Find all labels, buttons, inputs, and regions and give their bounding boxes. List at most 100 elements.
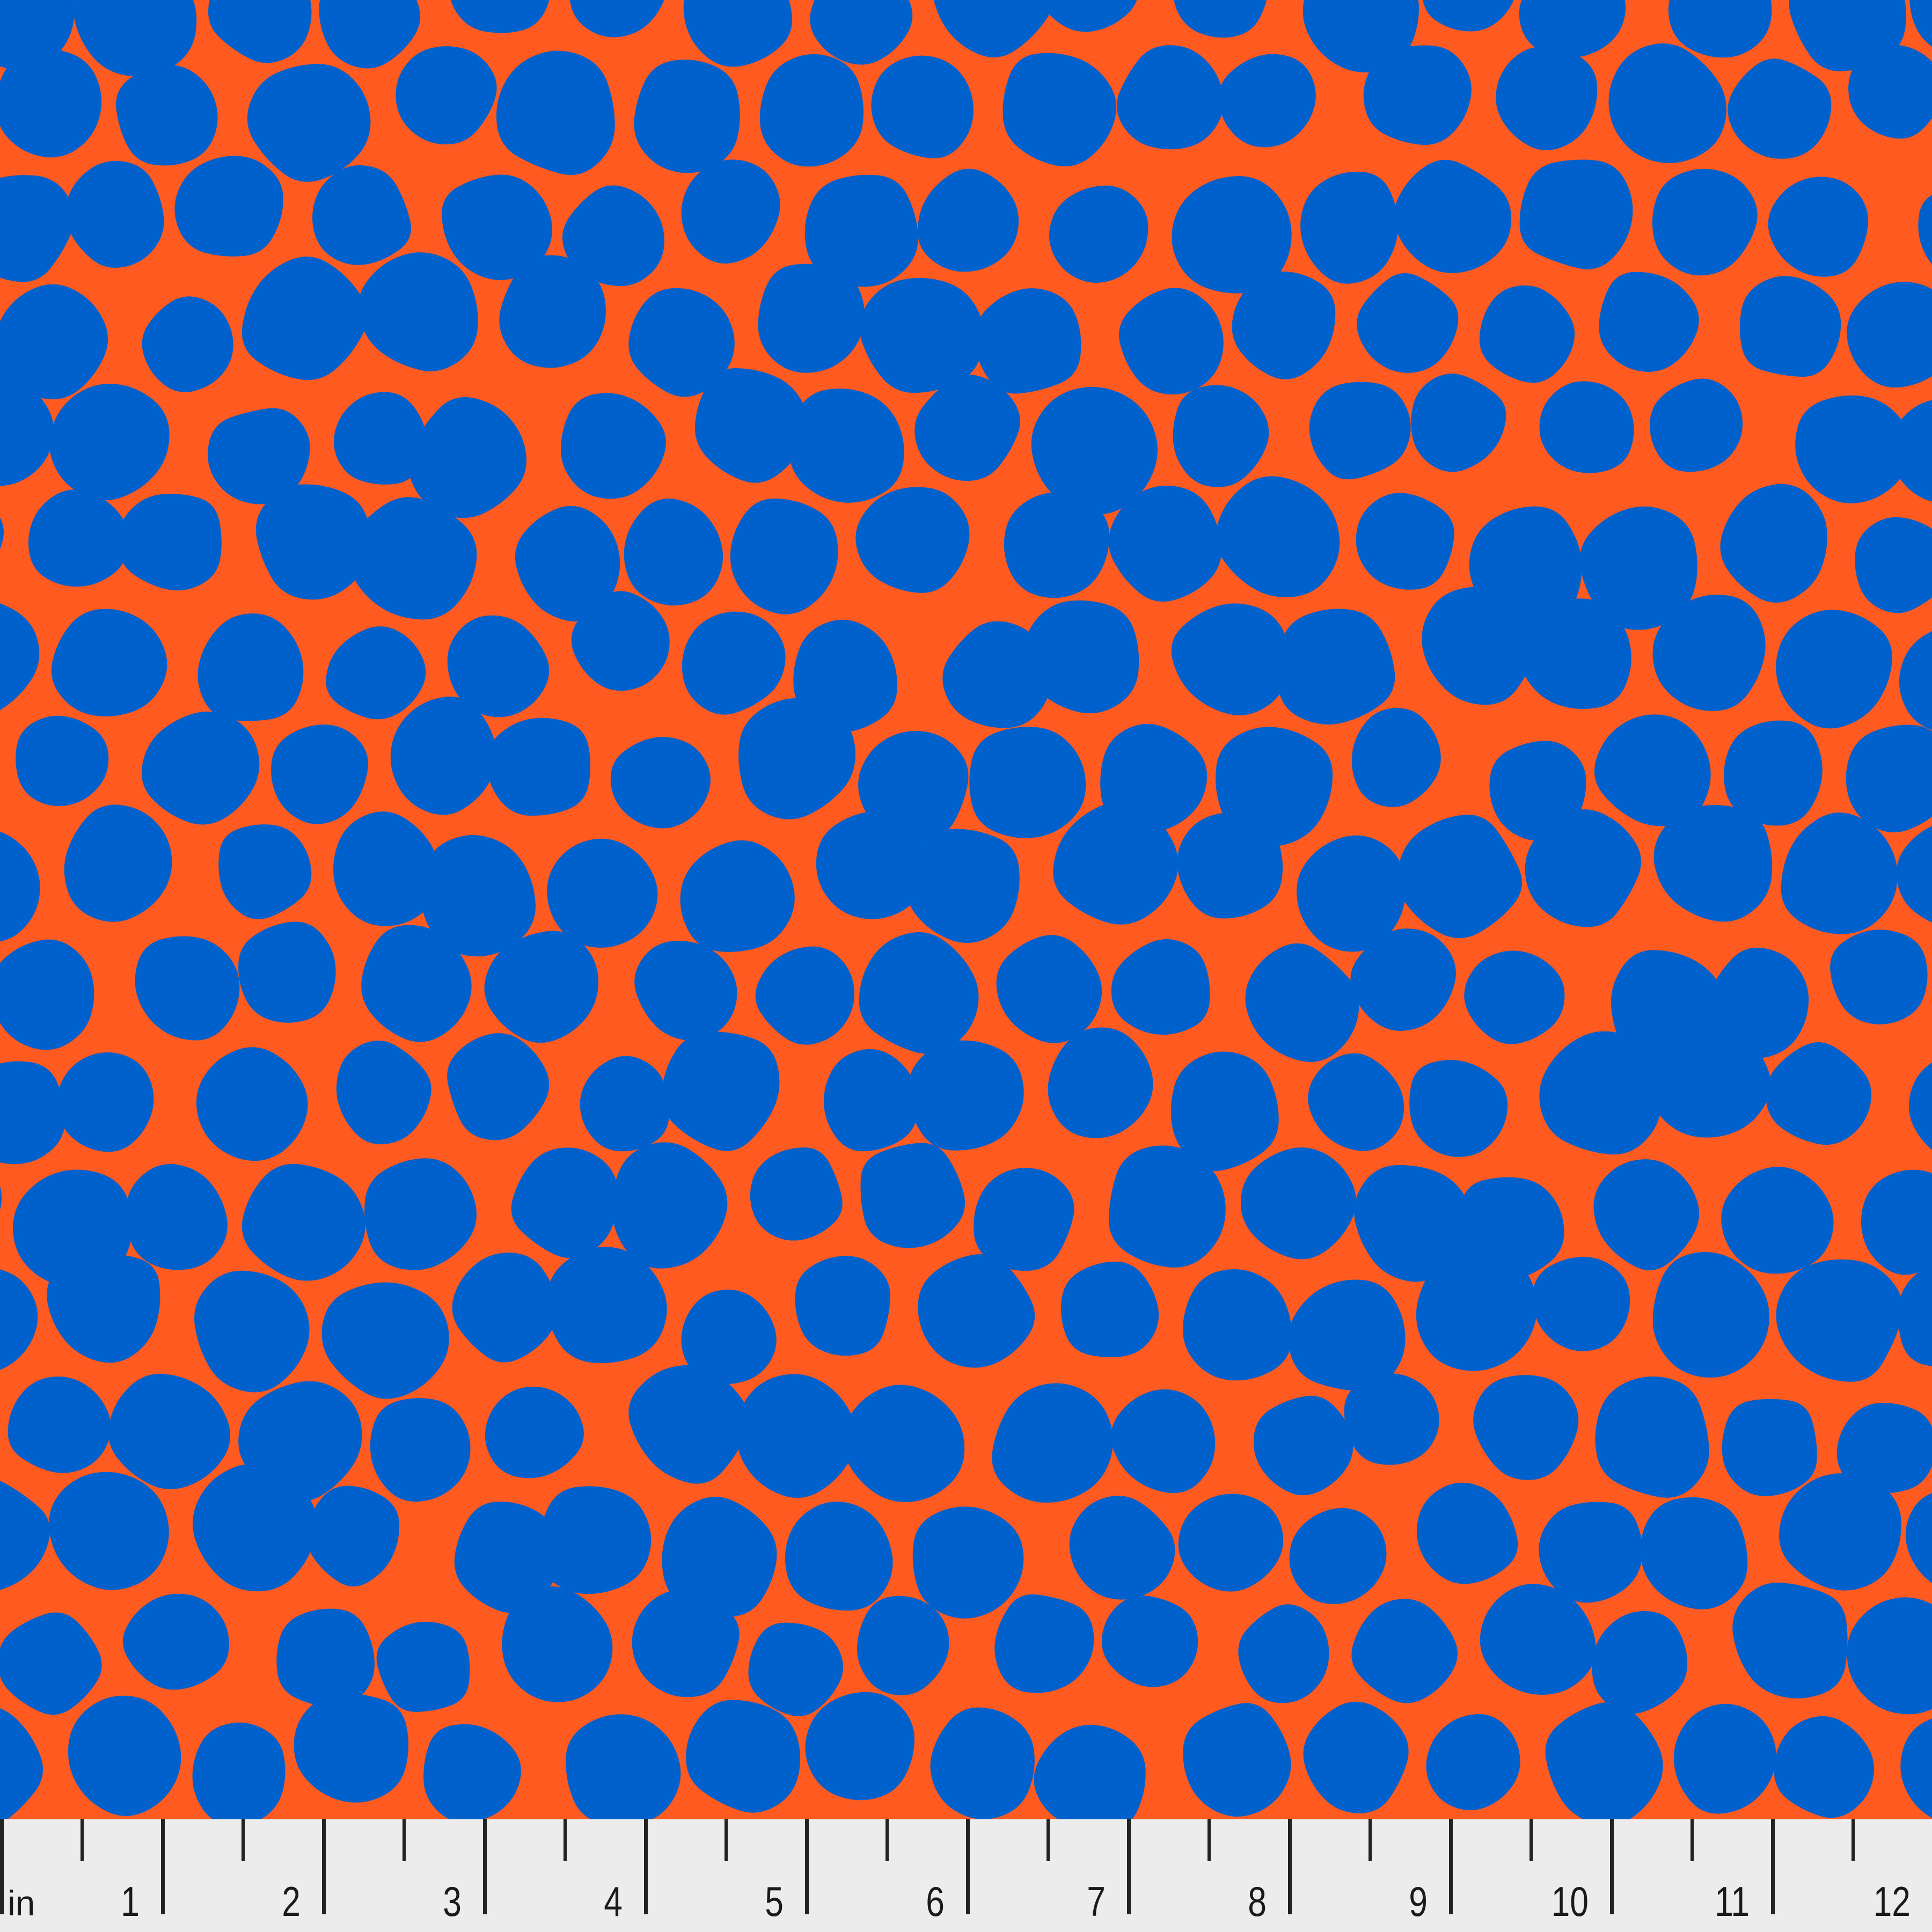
blue-blob xyxy=(736,1374,857,1498)
blue-blob xyxy=(1519,159,1633,269)
blue-blob xyxy=(1722,1399,1817,1496)
blue-blob xyxy=(1308,1053,1404,1151)
ruler-label: 10 xyxy=(1551,1878,1589,1925)
blue-blob xyxy=(486,718,591,816)
blue-blob xyxy=(681,1290,777,1385)
blue-blob xyxy=(1031,387,1158,515)
blue-blob xyxy=(686,1700,801,1813)
blue-blob xyxy=(208,0,312,63)
blue-blob xyxy=(0,1612,102,1715)
ruler-tick-major xyxy=(966,1819,970,1914)
blue-blob xyxy=(196,1047,308,1161)
blue-blob xyxy=(788,388,904,503)
blue-blob xyxy=(1720,484,1827,603)
blue-blob xyxy=(624,499,723,606)
blue-blob xyxy=(1608,43,1726,163)
ruler-tick-major xyxy=(1449,1819,1453,1914)
blue-blob xyxy=(174,156,283,257)
blue-blob xyxy=(755,946,854,1045)
blue-blob xyxy=(255,484,371,600)
ruler-tick-minor xyxy=(80,1819,84,1861)
blue-blob xyxy=(974,1168,1074,1271)
blue-blob xyxy=(628,288,735,397)
blue-blob xyxy=(1356,493,1454,590)
blue-blob xyxy=(511,1147,618,1258)
blue-blob xyxy=(484,931,598,1043)
blue-blob xyxy=(1650,1022,1771,1138)
blue-blob xyxy=(1728,58,1832,159)
blue-blob xyxy=(662,1031,780,1151)
blue-blob xyxy=(126,1164,228,1270)
blue-blob xyxy=(1519,0,1626,58)
blue-blob xyxy=(364,1158,477,1270)
blue-blob xyxy=(0,603,40,711)
blue-blob xyxy=(1111,939,1210,1035)
blue-blob xyxy=(408,397,527,518)
blue-blob xyxy=(1039,0,1137,32)
blue-blob xyxy=(241,1163,365,1281)
blue-blob xyxy=(730,498,838,614)
blue-blob xyxy=(795,1256,890,1356)
blue-blob xyxy=(396,46,497,145)
blue-blob xyxy=(0,1186,2,1210)
blue-blob xyxy=(1218,54,1316,148)
blue-blob xyxy=(1795,395,1910,503)
ruler-tick-minor xyxy=(1208,1819,1211,1861)
blue-blob xyxy=(1464,950,1565,1044)
blue-blob xyxy=(1002,53,1117,166)
blue-blob xyxy=(1900,1718,1932,1818)
blue-blob xyxy=(28,489,129,587)
blue-blob xyxy=(1232,272,1336,379)
blue-blob xyxy=(192,1722,286,1819)
blue-blob xyxy=(0,939,94,1050)
blue-blob xyxy=(1303,1701,1409,1813)
ruler-tick-minor xyxy=(1851,1819,1855,1861)
blue-blob xyxy=(0,284,108,400)
ruler-tick-major xyxy=(483,1819,487,1914)
blue-blob xyxy=(634,60,740,173)
blue-blob xyxy=(423,1724,521,1819)
blue-blob xyxy=(975,288,1081,394)
blue-blob xyxy=(8,1376,111,1473)
blue-blob xyxy=(1847,1597,1932,1715)
blue-blob xyxy=(312,165,411,265)
blue-blob xyxy=(451,0,550,33)
blue-blob xyxy=(628,1365,749,1484)
blue-blob xyxy=(1416,1482,1518,1584)
blue-blob xyxy=(123,1593,229,1690)
blue-blob xyxy=(1171,603,1290,715)
blue-blob xyxy=(0,1269,38,1370)
blue-blob xyxy=(57,1052,154,1152)
blue-blob xyxy=(515,506,620,621)
blue-blob xyxy=(804,174,918,287)
blue-blob xyxy=(1216,476,1340,597)
blue-blob xyxy=(1300,171,1399,284)
blue-blob xyxy=(992,1383,1114,1503)
blue-blob xyxy=(0,1481,50,1590)
ruler-tick-major xyxy=(1610,1819,1614,1914)
blue-blob xyxy=(1847,282,1932,388)
blue-blob xyxy=(546,1247,667,1363)
blue-blob xyxy=(1173,385,1269,487)
blue-blob xyxy=(855,487,970,593)
ruler-label: 11 xyxy=(1715,1878,1750,1925)
blue-blob xyxy=(502,1586,613,1702)
blue-blob xyxy=(1109,1145,1226,1268)
blue-blob xyxy=(1351,1599,1458,1703)
blue-blob xyxy=(1776,610,1892,729)
blue-blob xyxy=(1855,517,1932,613)
blue-blob xyxy=(333,392,427,485)
blue-blob xyxy=(1351,708,1441,807)
ruler-label: 12 xyxy=(1873,1878,1911,1925)
blue-blob xyxy=(442,174,553,280)
blue-blob xyxy=(1178,1494,1284,1592)
blue-blob xyxy=(1592,1611,1688,1714)
blue-blob xyxy=(1101,1596,1198,1687)
blue-blob xyxy=(1023,600,1139,714)
blue-blob xyxy=(1069,1496,1175,1600)
blue-blob xyxy=(906,829,1020,943)
blue-blob xyxy=(51,609,167,716)
blue-blob xyxy=(1004,492,1110,598)
blue-blob xyxy=(376,1621,470,1712)
